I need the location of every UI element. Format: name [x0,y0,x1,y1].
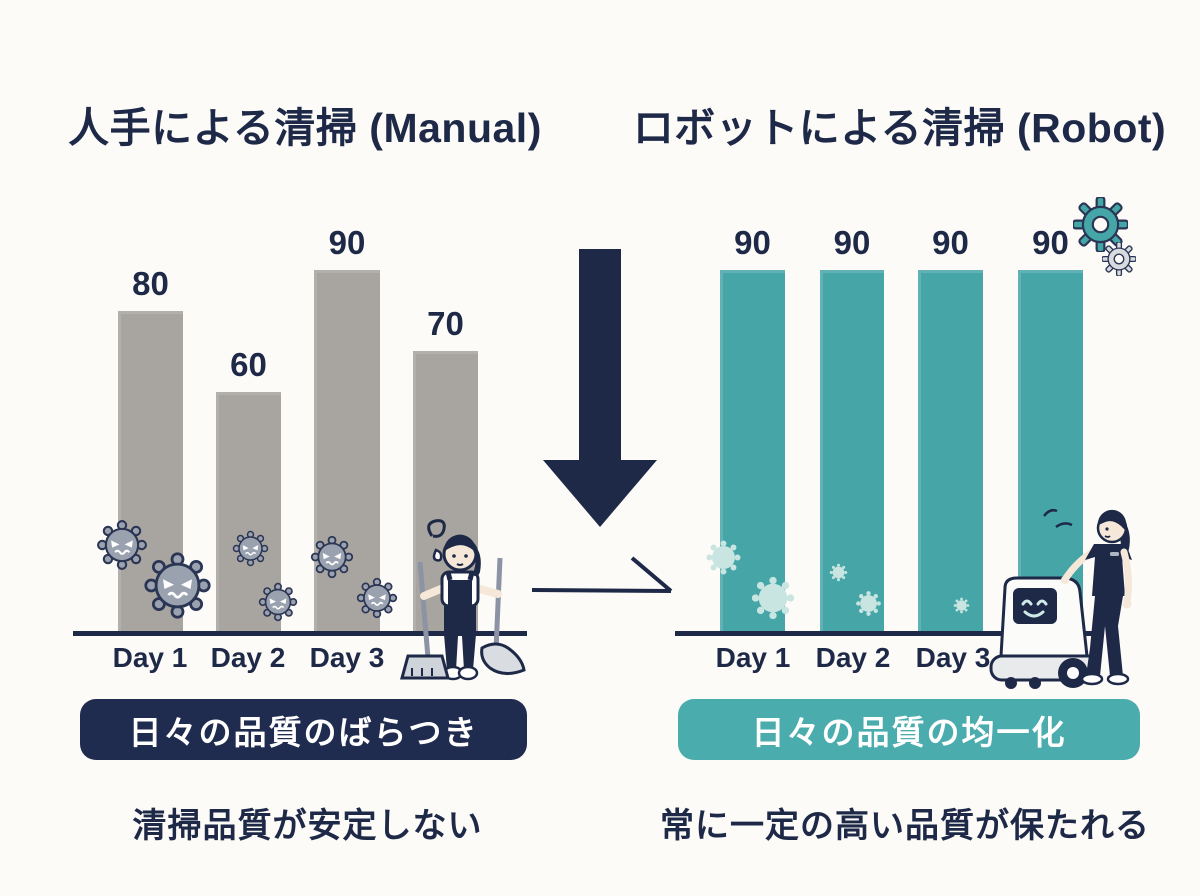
angry-virus-icon [143,551,212,620]
fading-virus-icon [705,539,742,576]
robot-bar-day3: 90 [918,224,983,635]
bar-value-label: 90 [734,224,771,261]
robot-caption: 常に一定の高い品質が保たれる [660,807,1150,845]
manual-quality-badge: 日々の品質のばらつき [80,699,527,760]
staff-supervisor-illustration [1061,509,1132,686]
robot-title: ロボットによる清掃 (Robot) [632,105,1167,151]
bar [918,270,983,635]
robot-bar-day1: 90 [720,224,785,635]
angry-virus-icon [356,577,398,619]
bar-value-label: 60 [230,346,267,383]
manual-bar-day3: 90 [314,224,380,635]
fading-virus-icon [855,590,882,617]
gear-icon [1102,242,1136,276]
down-arrow-icon [543,249,657,527]
robot-bar-day2: 90 [820,224,884,635]
day-label: Day 2 [210,642,286,673]
day-label: Day 1 [112,642,188,673]
fading-virus-icon [829,563,848,582]
angry-virus-icon [232,530,269,567]
bar-value-label: 90 [833,224,871,261]
robot-quality-badge: 日々の品質の均一化 [678,699,1140,760]
day-label: Day 1 [715,642,791,673]
manual-caption: 清掃品質が安定しない [132,807,483,845]
manual-axis-line [73,631,527,636]
bar-value-label: 80 [132,265,169,302]
angry-virus-icon [96,519,148,571]
bar-value-label: 70 [427,305,464,342]
day-label: Day 3 [309,642,385,673]
day-label: Day 3 [915,642,991,673]
motion-dashes-icon [1043,508,1073,529]
bar-value-label: 90 [328,224,366,261]
checkmark-line-icon [531,556,673,593]
fading-virus-icon [750,575,796,621]
bar [314,270,380,635]
tired-cleaner-illustration [400,519,526,681]
angry-virus-icon [310,535,354,579]
fading-virus-icon [953,597,970,614]
day-label: Day 2 [815,642,891,673]
bar-value-label: 90 [1032,224,1069,261]
bar [820,270,884,635]
angry-virus-icon [258,582,298,622]
bar [720,270,785,635]
robot-axis-line [675,631,1095,636]
bar-value-label: 90 [932,224,969,261]
manual-title: 人手による清掃 (Manual) [68,105,542,151]
